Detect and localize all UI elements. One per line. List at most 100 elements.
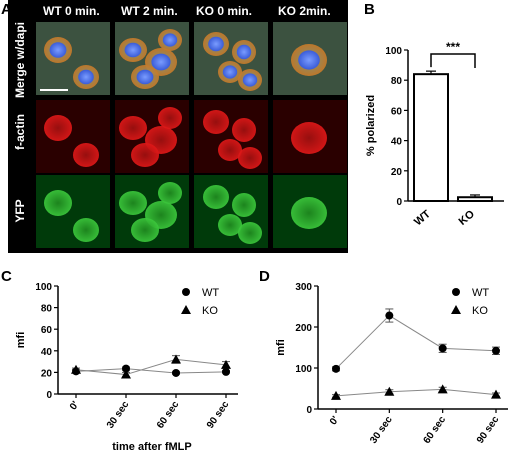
- cell-blob: [73, 143, 99, 167]
- series-line-wt: [335, 314, 497, 370]
- nucleus-blob: [236, 44, 252, 60]
- nucleus-blob: [242, 73, 258, 87]
- point-ko: [121, 369, 131, 379]
- nucleus-blob: [298, 50, 320, 70]
- legend-marker-ko: [181, 305, 191, 314]
- x-tick-label: KO: [457, 208, 478, 228]
- point-wt: [172, 368, 180, 377]
- nucleus-blob: [124, 42, 142, 58]
- y-tick-label: 60: [41, 325, 53, 336]
- significance-label: ***: [446, 40, 460, 54]
- legend-marker-ko: [451, 305, 461, 314]
- y-tick-label: 40: [41, 347, 53, 358]
- point-wt: [385, 311, 394, 320]
- x-tick-label: 90 sec: [205, 399, 232, 431]
- chart-d: 0 100 200 300 0' 30 sec 60 sec 90 sec mfi time af…: [275, 282, 508, 457]
- x-tick-label: 30 sec: [105, 399, 132, 431]
- cell-blob: [291, 197, 327, 229]
- y-tick-label: 0: [46, 390, 52, 401]
- column-label-wt-0: WT 0 min.: [43, 4, 100, 18]
- y-axis-label: mfi: [275, 339, 287, 356]
- point-wt: [492, 346, 500, 355]
- panel-letter-c: C: [1, 268, 12, 285]
- micrograph-images: [36, 22, 347, 248]
- cell-blob: [158, 182, 182, 204]
- cell-blob: [238, 147, 262, 169]
- point-wt: [332, 364, 340, 373]
- y-tick-label: 300: [295, 282, 312, 293]
- bar-wt: [413, 73, 449, 202]
- micrograph-tile: [36, 22, 110, 95]
- x-tick-label: 0': [68, 399, 82, 412]
- micrograph-tile: [36, 100, 110, 173]
- cell-blob: [44, 190, 72, 216]
- chart-c: 0 20 40 60 80 100 0' 30 sec 60 sec 90 sec mfi time …: [15, 282, 238, 453]
- cell-blob: [44, 115, 72, 141]
- point-wt: [438, 344, 447, 353]
- point-ko: [384, 386, 395, 396]
- column-label-ko-0: KO 0 min.: [196, 4, 253, 18]
- cell-blob: [158, 107, 182, 129]
- y-tick-label: 80: [391, 76, 403, 87]
- cell-blob: [119, 191, 147, 215]
- cell-blob: [73, 218, 99, 242]
- cell-blob: [218, 139, 242, 161]
- point-ko: [437, 384, 448, 394]
- y-tick-label: 20: [391, 167, 403, 178]
- micrograph-panel: WT 0 min. WT 2 min. KO 0 min. KO 2min. M…: [8, 0, 348, 253]
- nucleus-blob: [49, 42, 67, 58]
- x-tick-label: WT: [412, 208, 433, 228]
- nucleus-blob: [208, 36, 224, 52]
- cell-blob: [218, 214, 242, 236]
- y-tick-label: 100: [385, 46, 402, 57]
- series-line-ko: [335, 388, 497, 397]
- cell-blob: [238, 222, 262, 244]
- nucleus-blob: [162, 33, 178, 47]
- y-axis-label: % polarized: [365, 95, 377, 156]
- panel-letter-d: D: [259, 268, 270, 285]
- legend-label-wt: WT: [472, 287, 489, 299]
- cell-blob: [203, 185, 229, 209]
- cell-blob: [232, 193, 256, 217]
- point-ko: [171, 354, 181, 364]
- nucleus-blob: [78, 69, 94, 85]
- x-axis-label: time after fMLP: [377, 456, 456, 457]
- y-tick-label: 200: [295, 323, 312, 334]
- nucleus-blob: [222, 65, 238, 79]
- series-line-wt: [75, 368, 227, 374]
- legend-marker-wt: [452, 288, 460, 296]
- y-tick-label: 100: [295, 364, 312, 375]
- nucleus-blob: [151, 53, 171, 71]
- y-tick-label: 0: [306, 405, 312, 416]
- cell-blob: [291, 122, 327, 154]
- y-axis-label: mfi: [15, 332, 27, 349]
- cell-blob: [131, 143, 159, 167]
- cell-blob: [131, 218, 159, 242]
- y-tick-label: 100: [35, 282, 52, 293]
- legend-label-ko: KO: [472, 305, 488, 317]
- x-tick-label: 60 sec: [422, 414, 449, 446]
- x-tick-label: 60 sec: [155, 399, 182, 431]
- chart-b: 0 20 40 60 80 100 % polarized WT KO ***: [365, 40, 504, 228]
- legend-marker-wt: [182, 288, 190, 296]
- point-ko: [491, 389, 501, 399]
- column-label-wt-2: WT 2 min.: [121, 4, 178, 18]
- nucleus-blob: [136, 69, 154, 85]
- point-wt: [222, 367, 230, 376]
- y-tick-label: 40: [391, 137, 403, 148]
- y-tick-label: 20: [41, 368, 53, 379]
- column-label-ko-2: KO 2min.: [278, 4, 331, 18]
- x-tick-label: 90 sec: [475, 414, 502, 446]
- x-tick-label: 30 sec: [368, 414, 395, 446]
- y-tick-label: 60: [391, 106, 403, 117]
- y-tick-label: 0: [396, 197, 402, 208]
- panel-letter-a: A: [1, 1, 12, 18]
- series-line-ko: [75, 358, 227, 376]
- cell-blob: [232, 118, 256, 142]
- legend-label-ko: KO: [202, 305, 218, 317]
- point-ko: [71, 364, 81, 374]
- significance-bracket: [430, 53, 476, 68]
- point-ko: [331, 390, 341, 400]
- micrograph-tile: [36, 175, 110, 248]
- point-ko: [221, 359, 231, 369]
